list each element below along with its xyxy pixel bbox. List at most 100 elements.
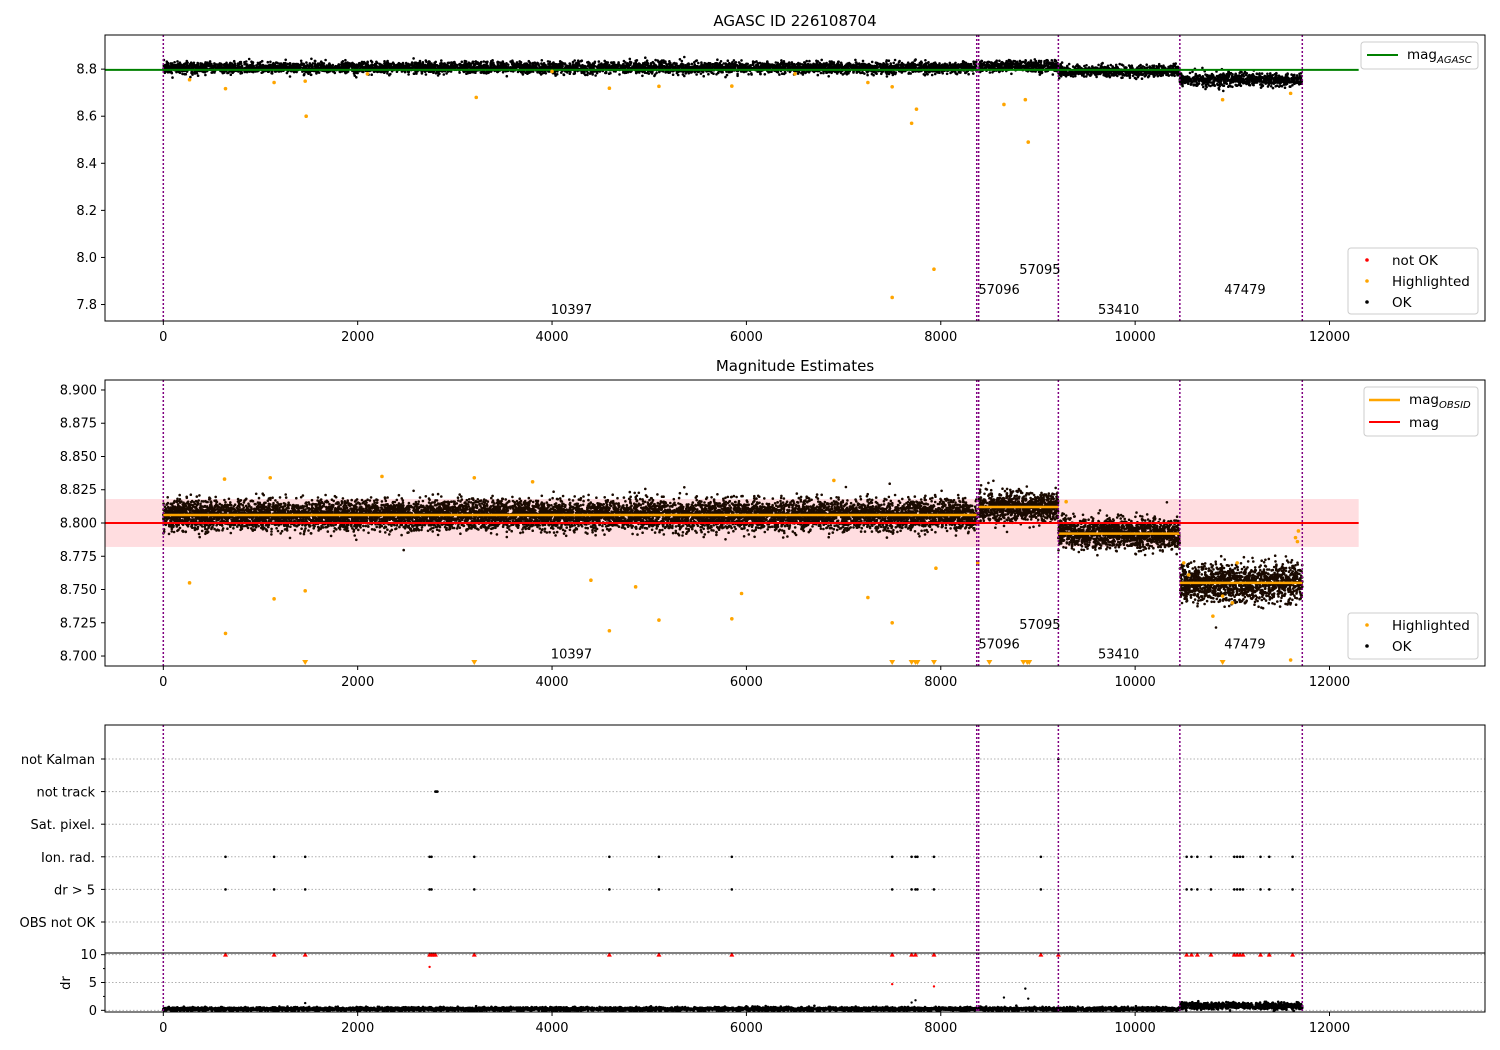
ok-point [710, 71, 713, 74]
ok-point [598, 60, 601, 63]
ok-point [469, 65, 472, 68]
ok-point [208, 64, 211, 67]
ok-point [654, 73, 657, 76]
ok-point [938, 64, 941, 67]
ok-point [522, 66, 525, 69]
ok-point [344, 59, 347, 62]
ok-point [177, 63, 180, 66]
ok-point [173, 61, 176, 64]
ok-point [925, 72, 928, 75]
ok-point [486, 71, 489, 74]
ok-point [204, 74, 207, 77]
ok-point [838, 64, 841, 67]
ok-point [846, 65, 849, 68]
ok-point [438, 72, 441, 75]
ok-point [568, 65, 571, 68]
ok-point [505, 62, 508, 65]
ok-point [629, 61, 632, 64]
ok-point [856, 71, 859, 74]
ok-point [344, 72, 347, 75]
ok-point [359, 62, 362, 65]
ok-point [834, 65, 837, 68]
ok-point [196, 72, 199, 75]
ok-point [535, 63, 538, 66]
ok-point [375, 61, 378, 64]
ok-point [765, 66, 768, 69]
ok-point [475, 61, 478, 64]
ok-point [928, 71, 931, 74]
ok-point [541, 59, 544, 62]
ok-point [888, 59, 891, 62]
ok-point [512, 61, 515, 64]
ok-point [268, 65, 271, 68]
ok-point [176, 60, 179, 63]
ok-point [855, 61, 858, 64]
ok-point [324, 59, 327, 62]
ok-point [506, 75, 509, 78]
ok-point [326, 71, 329, 74]
ok-point [166, 64, 169, 67]
ok-point [802, 71, 805, 74]
ok-point [284, 65, 287, 68]
ok-point [878, 64, 881, 67]
ok-point [421, 71, 424, 74]
ok-point [768, 65, 771, 68]
ok-point [522, 73, 525, 76]
ok-point [617, 63, 620, 66]
ok-point [453, 62, 456, 65]
ok-point [408, 71, 411, 74]
ok-point [826, 71, 829, 74]
ok-point [941, 71, 944, 74]
ok-point [605, 71, 608, 74]
ok-point [707, 73, 710, 76]
ok-point [563, 74, 566, 77]
ok-point [542, 64, 545, 67]
ok-point [786, 63, 789, 66]
ok-point [303, 73, 306, 76]
ok-point [487, 67, 490, 70]
ok-point [543, 62, 546, 65]
ok-point [949, 72, 952, 75]
ok-point [587, 61, 590, 64]
ok-point [468, 61, 471, 64]
ok-point [951, 66, 954, 69]
ok-point [714, 62, 717, 65]
ok-point [716, 66, 719, 69]
ok-point [464, 64, 467, 67]
ok-point [472, 61, 475, 64]
ok-point [180, 65, 183, 68]
ok-point [972, 72, 975, 75]
ok-point [425, 73, 428, 76]
ok-point [524, 71, 527, 74]
ok-point [823, 62, 826, 65]
ok-point [344, 65, 347, 68]
ok-point [308, 71, 311, 74]
ok-point [886, 75, 889, 78]
ok-point [696, 59, 699, 62]
ok-point [211, 71, 214, 74]
ok-point [677, 74, 680, 77]
ok-point [605, 61, 608, 64]
ok-point [323, 62, 326, 65]
ok-point [620, 64, 623, 67]
ok-point [201, 67, 204, 70]
ok-point [433, 62, 436, 65]
ok-point [662, 59, 665, 62]
ok-point [422, 61, 425, 64]
ok-point [443, 73, 446, 76]
ok-point [652, 61, 655, 64]
ok-point [608, 72, 611, 75]
ok-point [892, 74, 895, 77]
ok-point [650, 63, 653, 66]
ok-point [577, 64, 580, 67]
ok-point [549, 61, 552, 64]
ok-point [682, 71, 685, 74]
ok-point [224, 65, 227, 68]
ok-point [747, 65, 750, 68]
ok-point [425, 59, 428, 62]
ok-point [700, 63, 703, 66]
ok-point [909, 66, 912, 69]
ok-point [842, 66, 845, 69]
ok-point [663, 65, 666, 68]
